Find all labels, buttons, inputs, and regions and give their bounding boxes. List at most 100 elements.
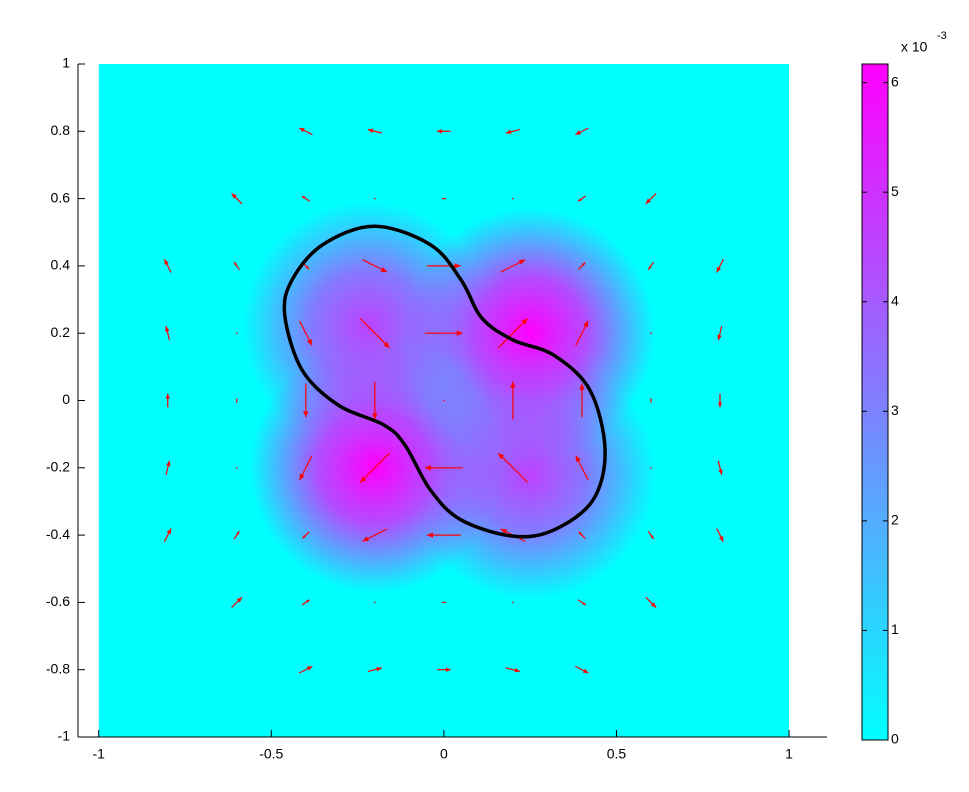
arrow-head: [650, 535, 654, 539]
arrow-head: [650, 602, 657, 608]
arrow: [716, 528, 724, 542]
y-tick-label: -0.2: [46, 459, 70, 475]
arrow: [716, 259, 724, 273]
colorbar-tick-label: 3: [891, 402, 899, 418]
arrow: [650, 332, 652, 335]
arrow: [505, 129, 521, 135]
arrow: [298, 127, 313, 136]
arrow: [497, 318, 529, 349]
y-tick-label: -0.4: [46, 526, 70, 542]
arrow-head: [299, 473, 305, 481]
colorbar-tick-label: 2: [891, 512, 899, 528]
arrow: [575, 127, 589, 136]
arrow: [374, 197, 376, 200]
arrow-head: [236, 401, 238, 403]
arrow: [500, 259, 526, 273]
arrow: [374, 601, 376, 604]
arrow: [717, 326, 723, 341]
arrow-shaft: [497, 318, 529, 349]
arrow-head: [650, 398, 652, 400]
arrow: [165, 393, 170, 408]
arrow-head: [426, 532, 433, 538]
arrow: [359, 452, 390, 483]
arrow-head: [234, 262, 238, 266]
arrow-dot: [443, 399, 445, 402]
arrow-head: [505, 129, 512, 135]
arrow-head: [575, 130, 581, 135]
arrow: [372, 381, 378, 420]
arrow: [645, 596, 657, 609]
arrow: [359, 318, 390, 349]
y-tick-label: 1: [62, 55, 70, 71]
colorbar-tick-label: 5: [891, 183, 899, 199]
arrow-head: [165, 326, 170, 332]
arrow: [505, 667, 521, 673]
arrow-head: [166, 528, 172, 535]
arrow: [233, 261, 240, 271]
arrow-head: [236, 597, 242, 603]
arrow-head: [445, 667, 451, 672]
arrow-head: [521, 318, 528, 325]
arrow-dot: [650, 332, 652, 335]
arrow-dot: [512, 197, 514, 200]
arrow-head: [305, 265, 310, 270]
arrow: [512, 197, 514, 200]
arrow-shaft: [359, 318, 390, 349]
arrow-head: [645, 198, 652, 204]
arrow-head: [718, 536, 724, 542]
arrow-head: [306, 599, 310, 603]
arrow: [235, 467, 238, 469]
arrow: [303, 383, 309, 418]
arrow: [424, 330, 463, 336]
arrow-shaft: [359, 452, 390, 483]
arrow-head: [231, 193, 237, 199]
arrow: [367, 128, 382, 134]
arrow-dot: [512, 601, 514, 604]
arrow-dot: [235, 467, 238, 469]
arrow-head: [510, 381, 516, 388]
colorbar-tick-label: 4: [891, 292, 899, 308]
arrow-head: [582, 601, 586, 605]
arrow: [578, 262, 586, 270]
arrow: [645, 192, 657, 205]
arrow-head: [380, 266, 388, 273]
arrow: [437, 667, 451, 672]
arrow: [717, 393, 723, 408]
arrow-dot: [374, 197, 376, 200]
colorbar-label: x 10: [901, 39, 928, 55]
arrow-head: [362, 536, 370, 542]
arrow: [717, 460, 723, 475]
arrow: [298, 665, 313, 674]
arrow-head: [500, 528, 508, 535]
arrow: [578, 531, 586, 539]
arrow-head: [383, 341, 390, 348]
arrow-head: [437, 129, 442, 134]
arrow: [650, 467, 652, 469]
arrow-head: [444, 197, 447, 200]
magnitude-peak: [405, 349, 656, 600]
arrow-head: [166, 460, 171, 467]
arrow-dot: [650, 467, 652, 469]
arrow: [441, 601, 447, 604]
arrow-head: [575, 455, 581, 463]
contour: [282, 224, 607, 539]
arrow: [426, 263, 461, 269]
arrow-dot: [235, 332, 238, 335]
arrow: [301, 599, 310, 606]
arrow-head: [581, 262, 586, 266]
arrow: [302, 531, 310, 539]
arrow: [165, 326, 171, 341]
y-tick-label: 0.4: [51, 257, 71, 273]
y-tick-label: 0.6: [51, 189, 71, 205]
arrow: [233, 530, 240, 540]
colorbar-tick-label: 0: [891, 731, 899, 747]
arrow: [437, 129, 451, 134]
colorbar-tick-label: 6: [891, 73, 899, 89]
arrow-head: [498, 453, 505, 460]
arrow: [497, 452, 529, 483]
arrow-head: [302, 196, 306, 200]
colorbar-tick-label: 1: [891, 621, 899, 637]
arrow-dot: [374, 601, 376, 604]
arrow: [362, 528, 388, 542]
